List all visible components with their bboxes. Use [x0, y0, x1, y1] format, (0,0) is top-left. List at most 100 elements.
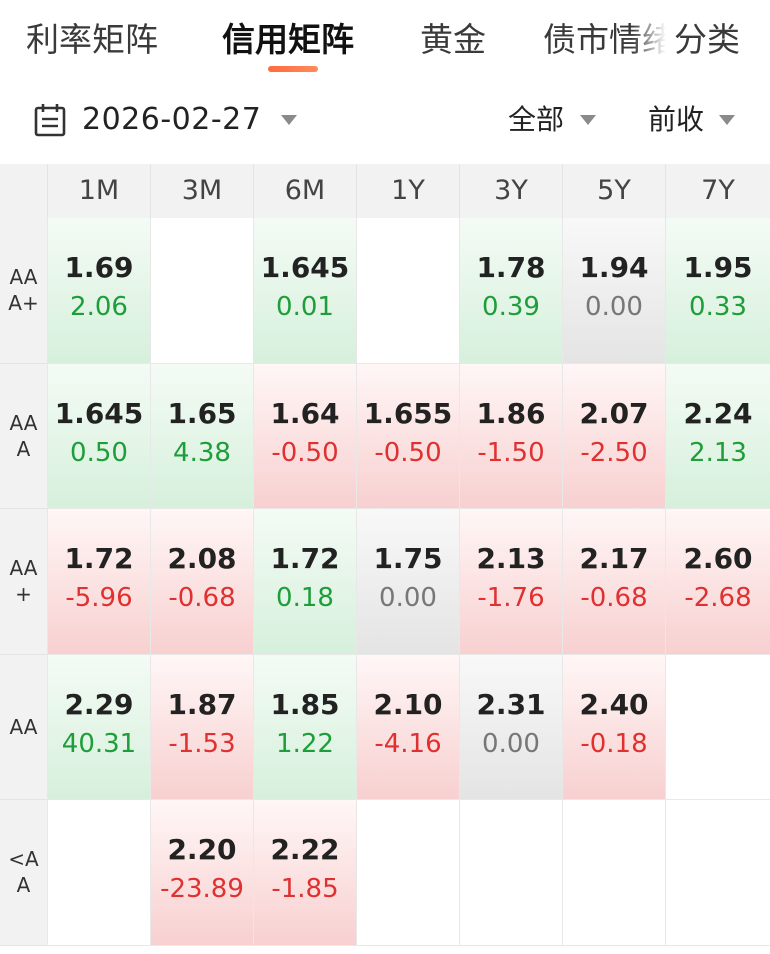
matrix-cell[interactable]: 1.655 -0.50	[356, 363, 459, 509]
row-header[interactable]: AA	[0, 654, 47, 800]
tab-category[interactable]: 分类	[672, 18, 740, 62]
cell-yield-value: 1.655	[363, 396, 453, 430]
cell-change-value: 0.00	[585, 292, 643, 322]
top-tab-bar: 利率矩阵 信用矩阵 黄金 债市情绪 分类	[0, 0, 770, 84]
cell-yield-value: 1.645	[260, 251, 350, 284]
cell-change-value: -0.50	[374, 437, 442, 468]
matrix-cell[interactable]: 2.60 -2.68	[665, 509, 770, 655]
matrix-cell[interactable]: 2.31 0.00	[459, 654, 562, 800]
matrix-cell[interactable]: 1.85 1.22	[253, 654, 356, 800]
cell-yield-value: 1.86	[476, 396, 546, 430]
cell-yield-value: 1.78	[476, 251, 546, 284]
matrix-cell[interactable]: 2.17 -0.68	[562, 509, 665, 655]
column-header-5y[interactable]: 5Y	[562, 164, 665, 218]
matrix-cell	[665, 800, 770, 946]
cell-change-value: 0.00	[482, 728, 540, 759]
cell-yield-value: 1.87	[167, 687, 237, 721]
cell-yield-value: 2.07	[579, 396, 649, 430]
column-header-1m[interactable]: 1M	[47, 164, 150, 218]
compare-dropdown[interactable]: 前收	[648, 103, 705, 136]
row-header-label: AA+	[9, 556, 38, 607]
matrix-cell[interactable]: 1.65 4.38	[150, 363, 253, 509]
cell-yield-value: 1.75	[373, 542, 443, 575]
matrix-cell[interactable]: 2.07 -2.50	[562, 363, 665, 509]
triangle-down-icon[interactable]	[580, 115, 596, 125]
matrix-cell[interactable]: 1.86 -1.50	[459, 363, 562, 509]
triangle-down-icon[interactable]	[281, 115, 297, 125]
cell-yield-value: 2.24	[683, 396, 753, 430]
cell-change-value: -23.89	[160, 874, 244, 904]
cell-yield-value: 1.645	[54, 396, 144, 430]
matrix-cell	[47, 800, 150, 946]
cell-yield-value: 2.31	[476, 687, 546, 721]
matrix-cell[interactable]: 2.22 -1.85	[253, 800, 356, 946]
column-header-6m[interactable]: 6M	[253, 164, 356, 218]
calendar-icon[interactable]	[34, 103, 66, 137]
matrix-cell[interactable]: 2.24 2.13	[665, 363, 770, 509]
cell-change-value: 40.31	[61, 728, 137, 759]
triangle-down-icon[interactable]	[719, 115, 735, 125]
cell-yield-value: 1.94	[579, 251, 649, 284]
matrix-cell[interactable]: 1.645 0.01	[253, 218, 356, 364]
column-header-7y[interactable]: 7Y	[665, 164, 770, 218]
cell-change-value: 0.33	[689, 292, 747, 322]
matrix-cell[interactable]: 1.95 0.33	[665, 218, 770, 364]
cell-yield-value: 2.10	[373, 687, 443, 721]
cell-yield-value: 2.60	[683, 542, 753, 575]
table-header-row: 1M 3M 6M 1Y 3Y 5Y 7Y	[0, 164, 770, 219]
row-header[interactable]: AAA+	[0, 218, 47, 364]
cell-change-value: -0.68	[168, 583, 236, 613]
tab-credit-matrix[interactable]: 信用矩阵	[222, 20, 354, 59]
cell-change-value: -4.16	[374, 728, 442, 759]
matrix-cell[interactable]: 1.75 0.00	[356, 509, 459, 655]
matrix-cell[interactable]: 1.72 -5.96	[47, 509, 150, 655]
matrix-cell[interactable]: 2.29 40.31	[47, 654, 150, 800]
matrix-cell[interactable]: 2.10 -4.16	[356, 654, 459, 800]
matrix-cell[interactable]: 1.87 -1.53	[150, 654, 253, 800]
cell-yield-value: 2.08	[167, 542, 237, 575]
row-header-label: <AA	[8, 847, 39, 898]
matrix-cell[interactable]: 1.645 0.50	[47, 363, 150, 509]
cell-change-value: 1.22	[276, 728, 334, 759]
row-header-label: AA	[9, 714, 38, 739]
date-selector[interactable]: 2026-02-27	[82, 102, 262, 137]
row-header[interactable]: <AA	[0, 800, 47, 946]
matrix-cell[interactable]: 1.69 2.06	[47, 218, 150, 364]
cell-change-value: -1.76	[477, 583, 545, 613]
column-header-3y[interactable]: 3Y	[459, 164, 562, 218]
cell-yield-value: 2.17	[579, 542, 649, 575]
scope-dropdown[interactable]: 全部	[508, 103, 565, 136]
cell-yield-value: 2.20	[167, 833, 237, 866]
matrix-cell	[562, 800, 665, 946]
row-header-label: AAA+	[8, 265, 39, 316]
matrix-cell[interactable]: 2.40 -0.18	[562, 654, 665, 800]
cell-yield-value: 1.65	[167, 396, 237, 430]
cell-yield-value: 1.72	[64, 542, 134, 575]
row-header[interactable]: AAA	[0, 363, 47, 509]
cell-change-value: -1.53	[168, 728, 236, 759]
matrix-cell[interactable]: 1.64 -0.50	[253, 363, 356, 509]
cell-change-value: -0.50	[271, 437, 339, 468]
row-header[interactable]: AA+	[0, 509, 47, 655]
column-header-1y[interactable]: 1Y	[356, 164, 459, 218]
cell-change-value: -1.50	[477, 437, 545, 468]
matrix-cell[interactable]: 1.72 0.18	[253, 509, 356, 655]
cell-change-value: -0.18	[580, 728, 648, 759]
cell-yield-value: 2.22	[270, 833, 340, 866]
tab-gold[interactable]: 黄金	[420, 20, 486, 59]
cell-change-value: 4.38	[173, 437, 231, 468]
matrix-cell[interactable]: 1.78 0.39	[459, 218, 562, 364]
cell-change-value: -0.68	[580, 583, 648, 613]
matrix-cell[interactable]: 2.13 -1.76	[459, 509, 562, 655]
matrix-cell[interactable]: 1.94 0.00	[562, 218, 665, 364]
row-header-label: AAA	[9, 410, 38, 461]
cell-change-value: -5.96	[65, 583, 133, 613]
cell-yield-value: 1.72	[270, 542, 340, 575]
cell-change-value: -2.50	[580, 437, 648, 468]
tab-rate-matrix[interactable]: 利率矩阵	[26, 20, 158, 59]
matrix-cell[interactable]: 2.20 -23.89	[150, 800, 253, 946]
column-header-3m[interactable]: 3M	[150, 164, 253, 218]
cell-change-value: 2.13	[689, 437, 747, 468]
tab-overflow-fade	[632, 10, 672, 70]
matrix-cell[interactable]: 2.08 -0.68	[150, 509, 253, 655]
